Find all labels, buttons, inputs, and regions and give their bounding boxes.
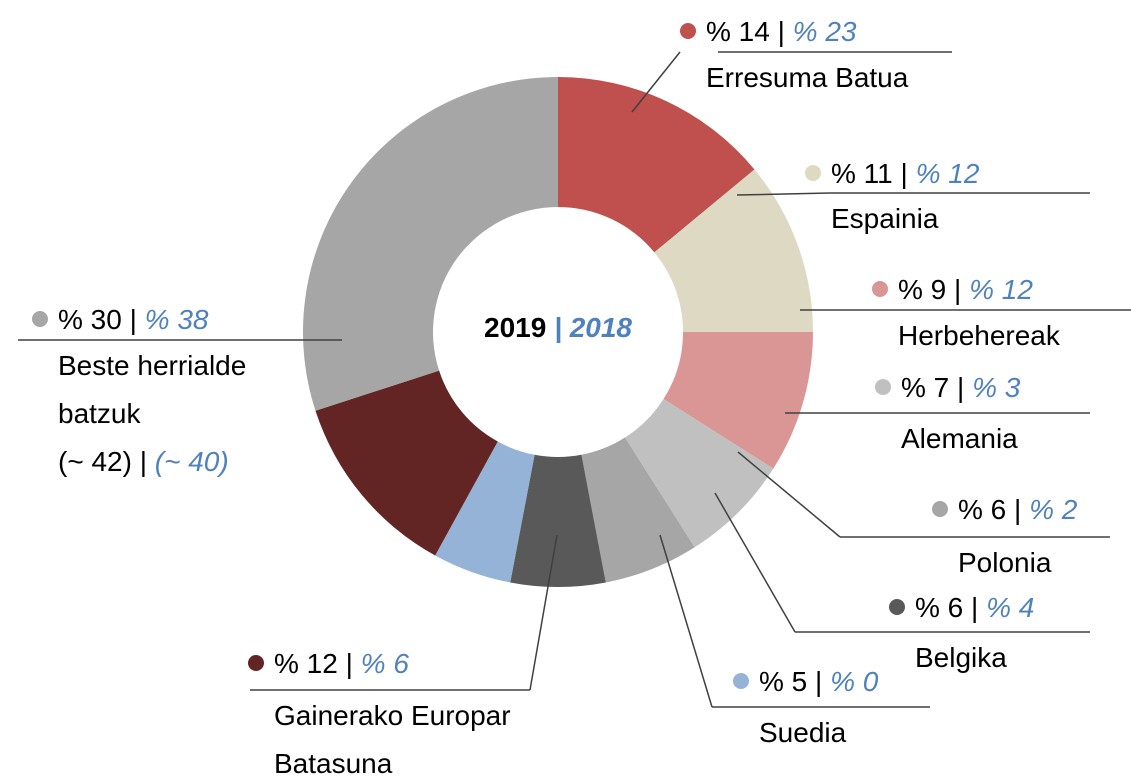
separator: | bbox=[1014, 494, 1022, 525]
value-label: % 14 | % 23 bbox=[680, 8, 857, 56]
value-label: % 5 | % 0 bbox=[733, 658, 878, 706]
legend-dot bbox=[872, 281, 888, 297]
separator: | bbox=[777, 16, 785, 47]
annotation: (~ 42) | (~ 40) bbox=[58, 438, 298, 486]
value-2018: % 12 bbox=[915, 158, 980, 189]
separator: | bbox=[954, 274, 962, 305]
legend-dot bbox=[805, 165, 821, 181]
legend-dot bbox=[248, 655, 264, 671]
value-label: % 30 | % 38 bbox=[32, 296, 209, 344]
segment bbox=[315, 370, 498, 556]
legend-dot bbox=[733, 673, 749, 689]
category-text: Gainerako Europar Batasuna bbox=[274, 700, 511, 778]
value-label: % 11 | % 12 bbox=[805, 150, 979, 198]
year-2018: 2018 bbox=[569, 312, 632, 343]
legend-dot bbox=[32, 311, 48, 327]
leader-line bbox=[737, 451, 841, 538]
legend-dot bbox=[889, 599, 905, 615]
category-text: Suedia bbox=[759, 717, 847, 748]
value-label: % 6 | % 4 bbox=[889, 584, 1034, 632]
value-2018: % 4 bbox=[986, 592, 1035, 623]
category-name: Belgika bbox=[915, 634, 1115, 682]
legend-dot bbox=[932, 501, 948, 517]
category-text: Alemania bbox=[901, 423, 1018, 454]
value-2019: % 5 bbox=[759, 666, 808, 697]
separator: | bbox=[345, 648, 353, 679]
value-label: % 7 | % 3 bbox=[875, 364, 1020, 412]
separator: | bbox=[971, 592, 979, 623]
value-2019: % 11 bbox=[831, 158, 893, 189]
segment bbox=[654, 169, 813, 332]
category-text: Polonia bbox=[958, 547, 1052, 578]
value-label: % 6 | % 2 bbox=[932, 486, 1077, 534]
category-text: Beste herrialde batzuk bbox=[58, 350, 247, 429]
segment bbox=[435, 441, 535, 583]
value-2019: % 7 bbox=[901, 372, 950, 403]
category-text: Herbehereak bbox=[898, 320, 1060, 351]
leader-line bbox=[529, 534, 558, 691]
separator: | bbox=[957, 372, 965, 403]
value-2019: % 6 bbox=[915, 592, 964, 623]
segment bbox=[558, 77, 755, 253]
value-2018: % 6 bbox=[360, 648, 409, 679]
value-2018: % 12 bbox=[969, 274, 1033, 305]
value-label: % 12 | % 6 bbox=[248, 640, 409, 688]
legend-dot bbox=[680, 23, 696, 39]
category-name: Suedia bbox=[759, 709, 959, 757]
leader-line bbox=[714, 492, 796, 633]
value-label: % 9 | % 12 bbox=[872, 266, 1033, 314]
category-text: Espainia bbox=[831, 203, 939, 234]
value-2018: % 2 bbox=[1029, 494, 1078, 525]
leader-line bbox=[659, 534, 713, 708]
segment bbox=[510, 454, 606, 588]
separator: | bbox=[815, 666, 823, 697]
segment bbox=[624, 398, 774, 548]
leader-line bbox=[736, 192, 831, 196]
segment bbox=[663, 332, 813, 469]
category-name: Beste herrialde batzuk (~ 42) | (~ 40) bbox=[58, 342, 298, 486]
category-text: Erresuma Batua bbox=[706, 62, 909, 93]
separator: | bbox=[900, 158, 908, 189]
category-name: Gainerako Europar Batasuna bbox=[274, 692, 574, 778]
value-2019: % 14 bbox=[706, 16, 770, 47]
category-name: Herbehereak bbox=[898, 312, 1131, 360]
category-name: Espainia bbox=[831, 195, 1131, 243]
category-text: Belgika bbox=[915, 642, 1007, 673]
category-name: Polonia bbox=[958, 539, 1131, 587]
year-2019: 2019 bbox=[484, 312, 547, 343]
separator: | bbox=[554, 312, 562, 343]
segment bbox=[581, 437, 695, 583]
annotation-2019: (~ 42) bbox=[58, 446, 132, 477]
annotation-2018: (~ 40) bbox=[154, 446, 229, 477]
legend-dot bbox=[875, 379, 891, 395]
value-2019: % 6 bbox=[958, 494, 1007, 525]
value-2019: % 12 bbox=[274, 648, 338, 679]
value-2019: % 30 bbox=[58, 304, 122, 335]
value-2018: % 0 bbox=[830, 666, 879, 697]
separator: | bbox=[129, 304, 137, 335]
value-2018: % 23 bbox=[792, 16, 857, 47]
leader-line bbox=[631, 51, 681, 113]
value-2018: % 38 bbox=[144, 304, 209, 335]
separator: | bbox=[139, 446, 147, 477]
value-2018: % 3 bbox=[972, 372, 1021, 403]
category-name: Erresuma Batua bbox=[706, 54, 1006, 102]
center-label: 2019 | 2018 bbox=[433, 312, 683, 344]
segment bbox=[303, 77, 558, 411]
value-2019: % 9 bbox=[898, 274, 947, 305]
category-name: Alemania bbox=[901, 415, 1131, 463]
